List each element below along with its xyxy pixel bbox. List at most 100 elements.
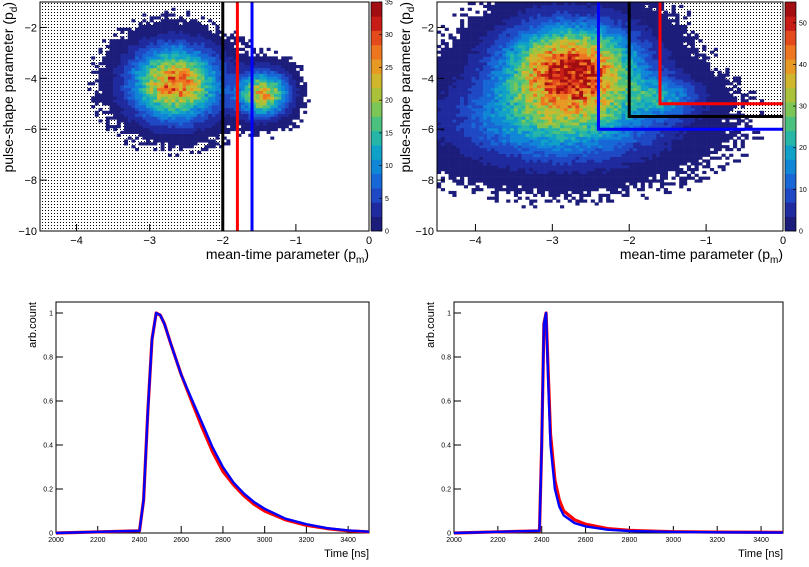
density-bin — [506, 24, 511, 29]
density-bin — [610, 199, 615, 203]
density-bin — [486, 176, 492, 180]
density-bin — [567, 82, 572, 86]
density-bin — [598, 70, 603, 74]
density-bin — [471, 85, 476, 89]
density-bin — [233, 64, 238, 69]
density-bin — [602, 139, 607, 143]
density-bin — [142, 113, 147, 117]
density-bin — [502, 56, 507, 60]
density-bin — [598, 182, 603, 186]
density-bin — [602, 59, 607, 63]
density-bin — [502, 85, 507, 89]
density-bin — [483, 130, 488, 134]
density-bin — [178, 119, 183, 123]
density-bin — [533, 76, 538, 80]
density-bin — [548, 136, 553, 140]
density-bin — [444, 64, 449, 69]
density-bin — [594, 173, 599, 177]
density-bin — [219, 113, 224, 117]
density-bin — [171, 125, 176, 129]
density-bin — [575, 145, 580, 149]
density-bin — [602, 22, 607, 26]
density-bin — [567, 73, 572, 77]
density-bin — [463, 116, 469, 120]
density-bin — [437, 59, 442, 63]
density-bin — [560, 10, 565, 14]
density-bin — [105, 62, 110, 66]
density-bin — [178, 96, 183, 100]
density-bin — [299, 119, 304, 123]
density-bin — [463, 122, 469, 126]
color-scale-step — [371, 16, 382, 31]
density-bin — [536, 139, 542, 143]
density-bin — [529, 153, 534, 157]
density-bin — [560, 44, 565, 49]
density-bin — [193, 122, 198, 126]
density-bin — [610, 82, 615, 86]
density-bin — [270, 136, 275, 140]
density-bin — [548, 39, 553, 43]
density-bin — [456, 130, 461, 134]
density-bin — [498, 24, 503, 29]
density-bin — [460, 173, 465, 177]
density-bin — [533, 145, 538, 149]
density-bin — [222, 85, 227, 89]
density-bin — [563, 116, 569, 120]
density-bin — [548, 130, 553, 134]
density-bin — [189, 105, 194, 109]
density-bin — [479, 168, 484, 172]
density-bin — [586, 2, 592, 6]
density-bin — [295, 87, 300, 92]
density-bin — [540, 102, 545, 106]
density-bin — [211, 85, 216, 89]
density-bin — [575, 96, 580, 100]
density-bin — [146, 87, 150, 92]
density-bin — [575, 70, 580, 74]
density-bin — [244, 79, 249, 83]
density-bin — [448, 99, 453, 103]
density-bin — [540, 7, 545, 11]
density-bin — [498, 64, 503, 69]
density-bin — [467, 159, 472, 163]
density-bin — [525, 99, 530, 103]
density-bin — [295, 76, 300, 80]
density-bin — [563, 62, 569, 66]
density-bin — [131, 107, 136, 112]
color-scale-step — [371, 87, 382, 103]
density-bin — [529, 30, 534, 34]
density-bin — [281, 76, 286, 80]
density-bin — [167, 76, 172, 80]
density-bin — [444, 50, 449, 54]
density-bin — [483, 102, 488, 106]
density-bin — [536, 176, 542, 180]
density-bin — [208, 76, 213, 80]
density-bin — [544, 64, 549, 69]
density-bin — [182, 53, 187, 57]
density-bin — [124, 93, 129, 97]
density-bin — [266, 64, 271, 69]
density-bin — [197, 139, 202, 143]
density-bin — [525, 39, 530, 43]
density-bin — [517, 188, 522, 192]
density-bin — [124, 47, 129, 51]
density-bin — [502, 50, 507, 54]
density-bin — [506, 87, 511, 92]
density-bin — [490, 179, 495, 183]
density-bin — [237, 47, 242, 51]
density-bin — [502, 139, 507, 143]
density-bin — [575, 190, 580, 195]
density-bin — [544, 96, 549, 100]
density-bin — [452, 102, 457, 106]
density-bin — [248, 90, 253, 94]
density-bin — [552, 50, 557, 54]
density-bin — [226, 36, 231, 40]
density-bin — [606, 30, 611, 34]
density-bin — [164, 122, 169, 126]
density-bin — [579, 116, 584, 120]
density-bin — [204, 125, 209, 129]
density-bin — [544, 2, 549, 6]
density-bin — [490, 53, 495, 57]
density-bin — [460, 142, 465, 146]
density-bin — [556, 170, 561, 175]
density-bin — [149, 76, 154, 80]
